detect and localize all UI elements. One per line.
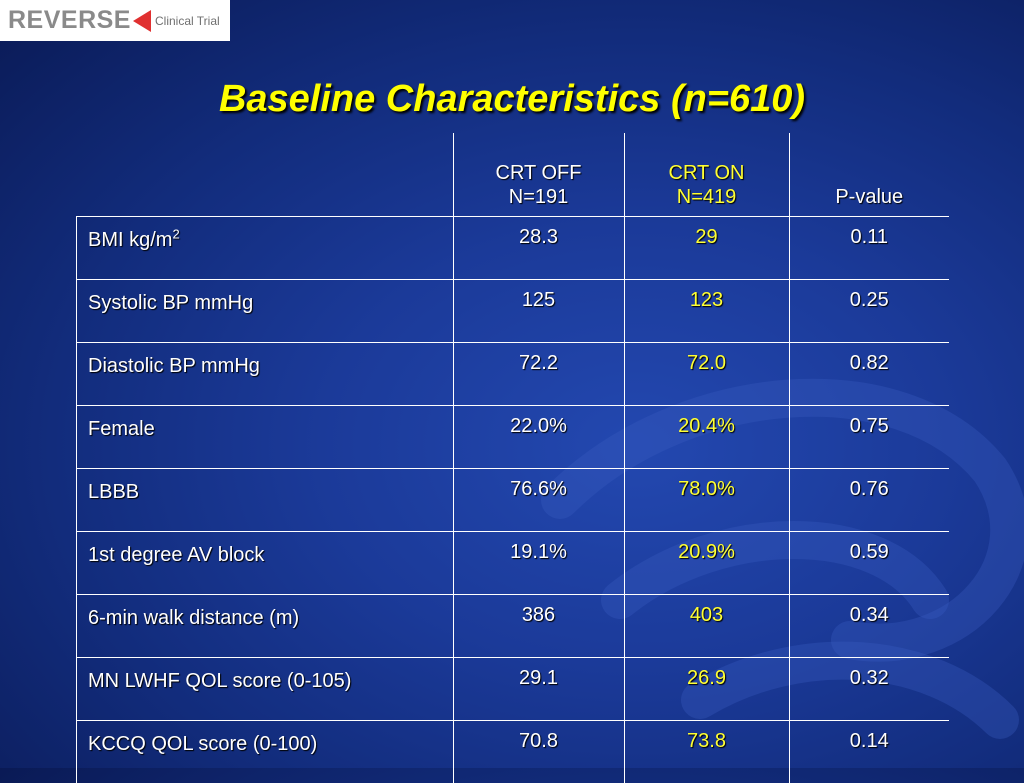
cell-crt-off: 125 (453, 280, 624, 343)
cell-crt-off: 72.2 (453, 343, 624, 406)
header-crt-off: CRT OFF N=191 (453, 133, 624, 217)
logo: REVERSE Clinical Trial (0, 0, 230, 41)
header-crt-on-n: N=419 (625, 185, 789, 209)
cell-crt-on: 72.0 (624, 343, 789, 406)
cell-crt-off: 70.8 (453, 721, 624, 783)
table-row: BMI kg/m2 28.3 29 0.11 (77, 217, 950, 280)
cell-pvalue: 0.32 (789, 658, 949, 721)
header-crt-off-name: CRT OFF (454, 161, 624, 185)
table-header-row: CRT OFF N=191 CRT ON N=419 P-value (77, 133, 950, 217)
cell-crt-on: 123 (624, 280, 789, 343)
header-crt-on-name: CRT ON (625, 161, 789, 185)
cell-crt-on: 20.4% (624, 406, 789, 469)
header-pvalue: P-value (789, 133, 949, 217)
cell-crt-off: 76.6% (453, 469, 624, 532)
table-row: Female 22.0% 20.4% 0.75 (77, 406, 950, 469)
cell-crt-on: 20.9% (624, 532, 789, 595)
table-row: 1st degree AV block 19.1% 20.9% 0.59 (77, 532, 950, 595)
table-row: Diastolic BP mmHg 72.2 72.0 0.82 (77, 343, 950, 406)
logo-arrow-icon (133, 10, 151, 32)
header-blank-cell (77, 133, 454, 217)
superscript: 2 (172, 226, 179, 241)
cell-pvalue: 0.82 (789, 343, 949, 406)
cell-crt-off: 19.1% (453, 532, 624, 595)
cell-pvalue: 0.14 (789, 721, 949, 783)
cell-pvalue: 0.34 (789, 595, 949, 658)
table-row: MN LWHF QOL score (0-105) 29.1 26.9 0.32 (77, 658, 950, 721)
row-label: Diastolic BP mmHg (77, 343, 454, 406)
cell-crt-on: 26.9 (624, 658, 789, 721)
cell-crt-on: 29 (624, 217, 789, 280)
table-row: KCCQ QOL score (0-100) 70.8 73.8 0.14 (77, 721, 950, 783)
cell-pvalue: 0.11 (789, 217, 949, 280)
header-crt-on: CRT ON N=419 (624, 133, 789, 217)
row-label: MN LWHF QOL score (0-105) (77, 658, 454, 721)
cell-pvalue: 0.59 (789, 532, 949, 595)
cell-crt-on: 78.0% (624, 469, 789, 532)
logo-subtitle: Clinical Trial (155, 14, 220, 28)
cell-crt-off: 29.1 (453, 658, 624, 721)
row-label: KCCQ QOL score (0-100) (77, 721, 454, 783)
cell-crt-off: 28.3 (453, 217, 624, 280)
row-label: Systolic BP mmHg (77, 280, 454, 343)
logo-wordmark: REVERSE (8, 6, 131, 35)
cell-pvalue: 0.76 (789, 469, 949, 532)
row-label: 6-min walk distance (m) (77, 595, 454, 658)
row-label: LBBB (77, 469, 454, 532)
slide-title: Baseline Characteristics (n=610) (0, 78, 1024, 121)
baseline-table: CRT OFF N=191 CRT ON N=419 P-value BMI k… (76, 133, 949, 783)
row-label: BMI kg/m2 (77, 217, 454, 280)
row-label: 1st degree AV block (77, 532, 454, 595)
header-crt-off-n: N=191 (454, 185, 624, 209)
table-row: Systolic BP mmHg 125 123 0.25 (77, 280, 950, 343)
row-label: Female (77, 406, 454, 469)
table-row: 6-min walk distance (m) 386 403 0.34 (77, 595, 950, 658)
cell-crt-on: 73.8 (624, 721, 789, 783)
cell-pvalue: 0.25 (789, 280, 949, 343)
cell-pvalue: 0.75 (789, 406, 949, 469)
cell-crt-off: 386 (453, 595, 624, 658)
table-row: LBBB 76.6% 78.0% 0.76 (77, 469, 950, 532)
cell-crt-on: 403 (624, 595, 789, 658)
cell-crt-off: 22.0% (453, 406, 624, 469)
